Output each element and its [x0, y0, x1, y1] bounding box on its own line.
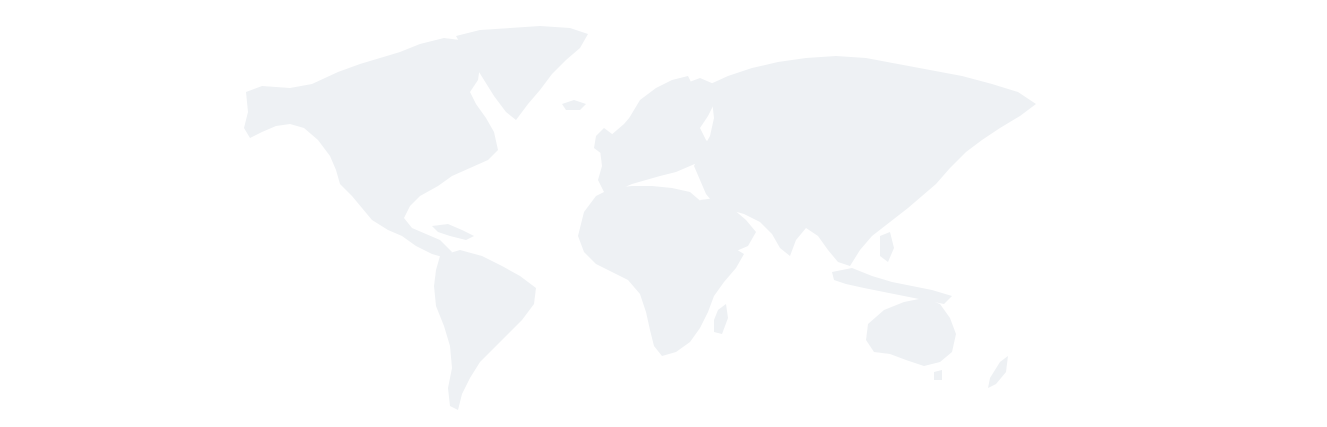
region-philippines [880, 232, 894, 262]
region-south-america [434, 250, 536, 410]
region-australia [866, 298, 956, 366]
region-arabia [700, 198, 756, 252]
region-caribbean [432, 224, 474, 240]
region-japan [912, 140, 938, 196]
region-iceland [562, 100, 586, 110]
region-asia [694, 56, 1036, 266]
region-new-zealand [988, 356, 1008, 388]
region-europe [598, 78, 716, 192]
region-africa [578, 186, 744, 356]
region-tasmania [934, 370, 942, 380]
region-uk [594, 128, 612, 154]
region-scandinavia [628, 76, 694, 132]
region-southeast-asia-islands [832, 268, 952, 304]
region-madagascar [714, 304, 728, 334]
region-greenland [456, 26, 588, 120]
region-north-america [244, 38, 498, 258]
